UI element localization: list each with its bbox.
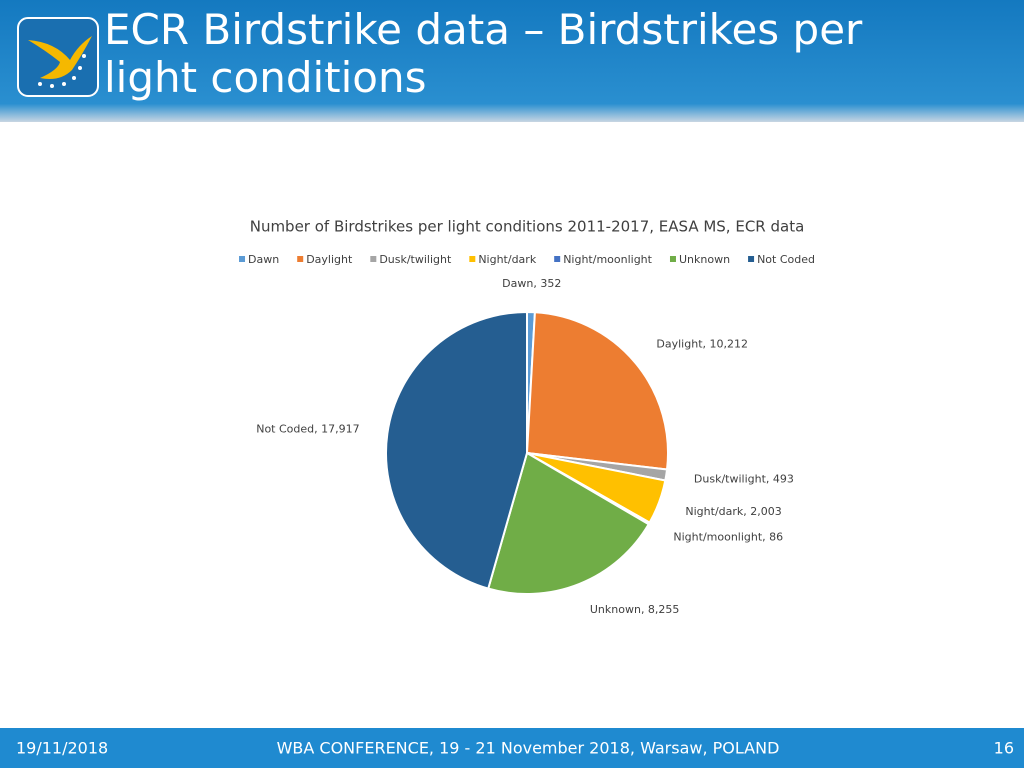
- data-label: Unknown, 8,255: [590, 603, 680, 616]
- logo: [17, 17, 99, 97]
- footer-page: 16: [994, 739, 1014, 758]
- data-label: Night/dark, 2,003: [685, 505, 781, 518]
- pie-slice: [487, 451, 651, 595]
- data-label: Daylight, 10,212: [656, 337, 748, 350]
- legend-label: Daylight: [306, 253, 353, 266]
- footer-event: WBA CONFERENCE, 19 - 21 November 2018, W…: [277, 739, 780, 758]
- footer-bar: [0, 728, 1024, 768]
- legend-label: Unknown: [679, 253, 730, 266]
- legend-swatch: [239, 256, 246, 262]
- slide-title: ECR Birdstrike data – Birdstrikes per lig…: [104, 5, 863, 102]
- legend-swatch: [469, 256, 476, 262]
- data-label: Dawn, 352: [502, 277, 561, 290]
- pie-slice: [525, 311, 669, 471]
- legend-swatch: [669, 256, 676, 262]
- title-line: light conditions: [104, 53, 427, 102]
- header-bar: [0, 0, 1024, 122]
- data-label: Not Coded, 17,917: [256, 423, 359, 436]
- legend-label: Dawn: [248, 253, 279, 266]
- chart-title: Number of Birdstrikes per light conditio…: [250, 218, 805, 236]
- title-line: ECR Birdstrike data – Birdstrikes per: [104, 5, 863, 54]
- legend-swatch: [748, 256, 755, 262]
- legend-swatch: [554, 256, 561, 262]
- footer-date: 19/11/2018: [16, 739, 108, 758]
- data-label: Night/moonlight, 86: [673, 530, 783, 543]
- legend-swatch: [297, 256, 304, 262]
- legend-swatch: [370, 256, 377, 262]
- pie-slice: [385, 310, 528, 590]
- data-label: Dusk/twilight, 493: [694, 472, 794, 485]
- legend-label: Dusk/twilight: [379, 253, 452, 266]
- legend-label: Night/dark: [478, 253, 537, 266]
- legend-label: Not Coded: [757, 253, 815, 266]
- legend-label: Night/moonlight: [563, 253, 652, 266]
- legend: Dawn Daylight Dusk/twilight Night/dark Night…: [239, 253, 815, 266]
